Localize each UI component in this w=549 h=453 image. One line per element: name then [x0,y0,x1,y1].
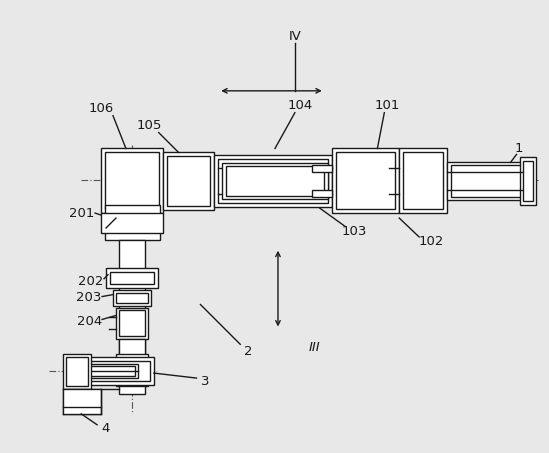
Text: 1: 1 [514,142,523,155]
Bar [84,364,138,378]
Bar [87,366,135,376]
Bar [116,293,148,303]
Bar [105,205,160,240]
Bar [447,162,529,200]
Text: 102: 102 [418,236,444,248]
Bar [163,153,214,210]
Bar [101,213,163,233]
Text: 103: 103 [342,226,367,238]
Bar [119,240,145,394]
Text: 105: 105 [136,119,161,132]
Bar [116,354,148,386]
Bar [80,361,150,381]
Bar [219,159,328,203]
Text: 3: 3 [201,375,210,388]
Bar [113,289,151,305]
Bar [105,153,159,209]
Text: 106: 106 [88,102,114,115]
Bar [451,165,524,197]
Bar [226,166,324,196]
Text: 101: 101 [374,99,400,112]
Bar [403,153,443,209]
Bar [76,357,154,385]
Text: 2: 2 [244,345,253,358]
Bar [63,354,91,389]
Bar [335,153,395,209]
Text: III: III [309,341,321,354]
Text: 104: 104 [287,99,312,112]
Text: 4: 4 [102,422,110,435]
Bar [523,161,534,201]
Bar [106,268,158,288]
Bar [110,272,154,284]
Bar [222,164,328,199]
Bar [101,149,163,213]
Text: 202: 202 [79,275,104,288]
Text: IV: IV [288,30,301,43]
Bar [332,149,399,213]
Bar [116,308,148,339]
Bar [214,155,332,207]
Bar [119,310,145,336]
Bar [167,156,210,206]
Bar [63,389,101,414]
Text: 201: 201 [69,207,94,220]
Bar [66,357,88,386]
Bar [520,158,536,205]
Bar [312,190,332,197]
Bar [119,339,145,377]
Text: 204: 204 [76,315,102,328]
Bar [312,165,332,172]
Text: 203: 203 [76,291,102,304]
Bar [399,149,447,213]
